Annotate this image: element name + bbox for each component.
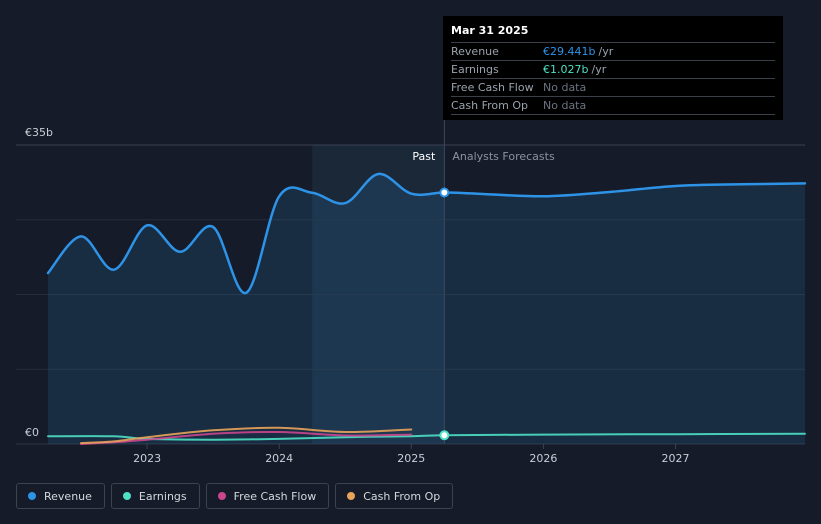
- tooltip-label: Earnings: [451, 63, 499, 76]
- series-areas: [48, 173, 805, 444]
- earnings-dot-icon: [122, 492, 131, 500]
- tooltip: Mar 31 2025 Revenue €29.441b /yr Earning…: [443, 16, 783, 120]
- revenue-line: [46, 172, 807, 295]
- legend-label: Cash From Op: [363, 489, 441, 503]
- x-tick-label: 2023: [133, 452, 161, 465]
- tooltip-value: No data: [543, 99, 587, 112]
- legend-item-cash-from-op[interactable]: Cash From Op: [335, 483, 454, 509]
- tooltip-value: €29.441b: [543, 45, 596, 58]
- x-axis-labels: 2023 2024 2025 2026 2027: [133, 444, 690, 465]
- tooltip-row-earnings: Earnings €1.027b /yr: [451, 60, 775, 78]
- tooltip-row-cash-from-op: Cash From Op No data: [451, 96, 775, 115]
- legend-label: Free Cash Flow: [233, 489, 317, 503]
- legend-item-earnings[interactable]: Earnings: [110, 483, 200, 509]
- tooltip-row-free-cash-flow: Free Cash Flow No data: [451, 78, 775, 96]
- revenue-marker: [439, 187, 450, 198]
- y-tick-label: €35b: [25, 126, 53, 139]
- cash-from-op-dot-icon: [347, 492, 356, 500]
- tooltip-unit: /yr: [591, 63, 607, 76]
- past-label: Past: [412, 150, 436, 163]
- x-tick-label: 2024: [265, 452, 293, 465]
- tooltip-date: Mar 31 2025: [451, 24, 529, 37]
- forecast-label: Analysts Forecasts: [452, 150, 555, 163]
- tooltip-label: Free Cash Flow: [451, 81, 534, 94]
- revenue-area: [48, 173, 805, 444]
- tooltip-row-revenue: Revenue €29.441b /yr: [451, 42, 775, 60]
- series-lines: [46, 172, 807, 445]
- legend-item-revenue[interactable]: Revenue: [16, 483, 105, 509]
- legend-label: Earnings: [138, 489, 187, 503]
- x-tick-label: 2027: [662, 452, 690, 465]
- legend-label: Revenue: [44, 489, 92, 503]
- legend: Revenue Earnings Free Cash Flow Cash Fro…: [16, 483, 454, 509]
- y-axis-labels: €35b €0: [25, 126, 53, 439]
- revenue-dot-icon: [28, 492, 36, 500]
- tooltip-value: €1.027b: [543, 63, 589, 76]
- cash-from-op-line: [80, 426, 413, 445]
- tooltip-label: Cash From Op: [451, 99, 529, 112]
- y-tick-label: €0: [25, 426, 39, 439]
- tooltip-label: Revenue: [451, 45, 499, 58]
- x-tick-label: 2026: [529, 452, 557, 465]
- tooltip-unit: /yr: [598, 45, 614, 58]
- hover-markers: [439, 187, 450, 441]
- free-cash-flow-dot-icon: [217, 492, 226, 500]
- earnings-marker: [439, 430, 450, 441]
- x-tick-label: 2025: [397, 452, 425, 465]
- legend-item-free-cash-flow[interactable]: Free Cash Flow: [205, 483, 330, 509]
- tooltip-value: No data: [543, 81, 587, 94]
